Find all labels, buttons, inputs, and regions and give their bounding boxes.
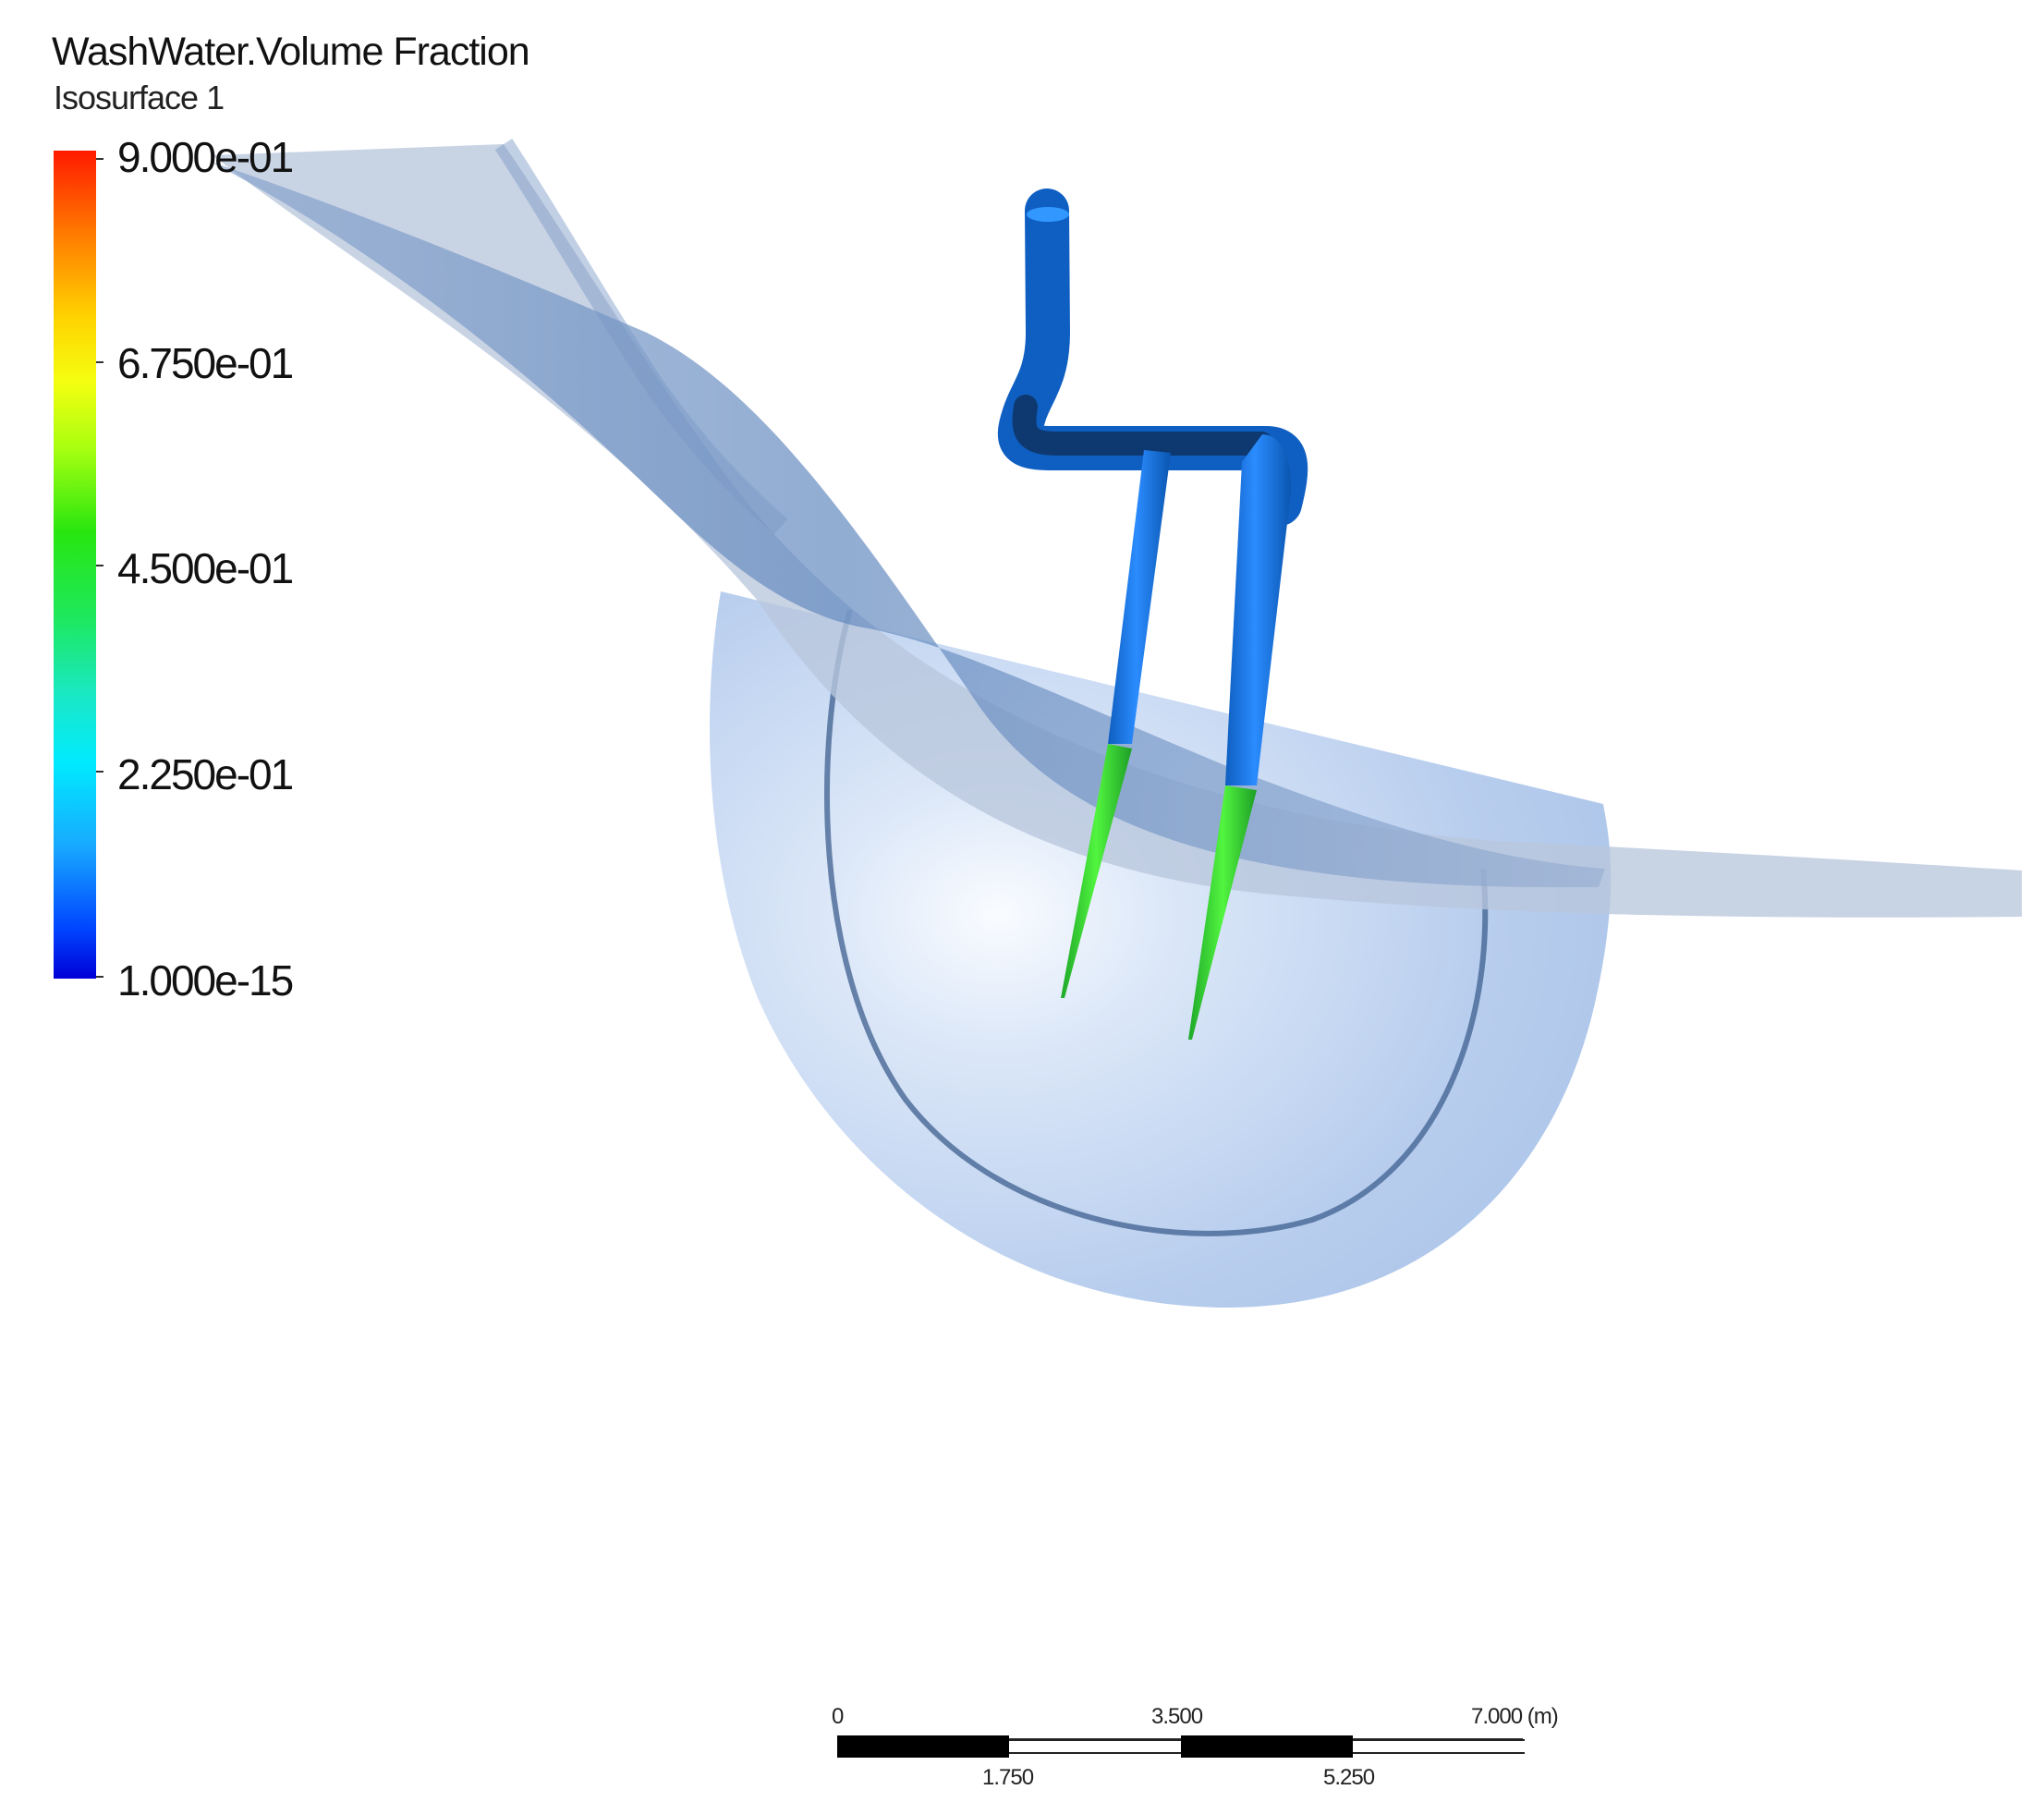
legend-tick-mark: [96, 361, 103, 363]
scale-bar-label: 0: [832, 1704, 844, 1729]
scale-bar-segment: [1353, 1739, 1525, 1754]
legend-tick-label: 9.000e-01: [117, 133, 294, 181]
pipe-right-leg: [1225, 434, 1292, 785]
isosurface-sheet-front: [211, 162, 1605, 888]
pipe-upper-shadow: [1012, 395, 1273, 456]
scale-bar-segment: [1009, 1739, 1181, 1754]
legend-tick-label: 1.000e-15: [117, 956, 294, 1004]
pipe-right-tip: [1188, 785, 1257, 1040]
scale-bar-label: 7.000 (m): [1471, 1704, 1559, 1729]
scale-bar-label: 5.250: [1323, 1765, 1375, 1790]
color-legend-bar: [54, 151, 96, 979]
legend-tick-mark: [96, 158, 103, 160]
scale-bar-label: 1.750: [982, 1765, 1034, 1790]
legend-tick-label: 2.250e-01: [117, 750, 294, 798]
scale-bar-segment: [1181, 1735, 1353, 1758]
sheet-fold: [494, 138, 788, 535]
vessel-inner-rim: [824, 609, 1489, 1236]
pipe-left-leg: [1108, 450, 1171, 744]
scale-bar-segment: [837, 1735, 1009, 1758]
legend-tick-mark: [96, 976, 103, 978]
legend-tick-label: 4.500e-01: [117, 544, 294, 592]
legend-tick-mark: [96, 565, 103, 566]
legend-tick-label: 6.750e-01: [117, 339, 294, 387]
scale-bar-label: 3.500: [1151, 1704, 1203, 1729]
pipe-left-tip: [1061, 744, 1132, 998]
pipe-inlet-cap: [1027, 207, 1069, 222]
legend-tick-mark: [96, 771, 103, 773]
legend-subtitle: Isosurface 1: [54, 79, 225, 116]
legend-title: WashWater.Volume Fraction: [52, 30, 530, 74]
